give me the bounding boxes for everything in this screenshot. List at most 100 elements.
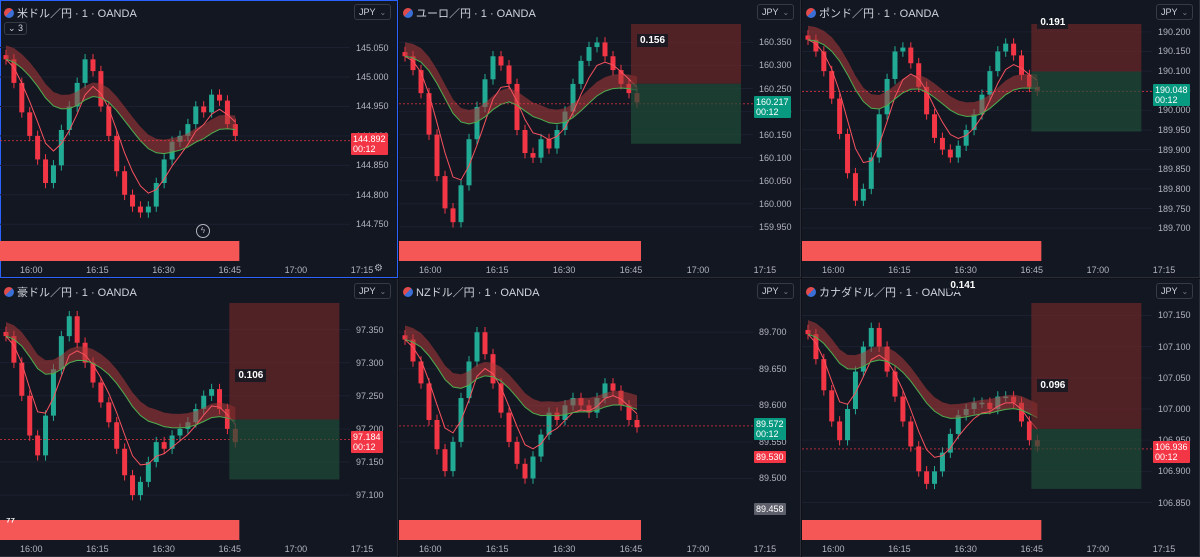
chart-panel-6[interactable]: カナダドル／円 · 1 · OANDA JPY ⌄ 107.150 107.100 107… — [802, 279, 1200, 557]
chart-panel-3[interactable]: ポンド／円 · 1 · OANDA JPY ⌄ 190.200 190.150 190.1… — [802, 0, 1200, 278]
candle-body — [514, 83, 520, 130]
candle-body — [821, 359, 827, 391]
candle-body — [610, 383, 616, 391]
settings-gear-icon[interactable]: ⚙ — [374, 263, 383, 274]
chart-panel-4[interactable]: 豪ドル／円 · 1 · OANDA JPY ⌄ 97.350 97.300 97.250 9… — [0, 279, 398, 557]
candle-body — [224, 409, 230, 429]
candle-body — [530, 456, 536, 479]
indicators-toggle[interactable]: ⌄ 3 — [4, 22, 28, 35]
chart-canvas[interactable] — [0, 279, 398, 557]
candle-body — [955, 145, 961, 158]
ma-ribbon — [808, 25, 1038, 117]
candle-body — [153, 442, 159, 462]
chart-panel-1[interactable]: 米ドル／円 · 1 · OANDA ⌄ 3 JPY ⌄ 145.050 145.000 14… — [0, 0, 398, 278]
bar-countdown: 00:12 — [756, 428, 779, 439]
chart-canvas[interactable] — [399, 279, 801, 557]
chevron-down-icon: ⌄ — [782, 287, 790, 296]
candle-body — [130, 475, 136, 496]
price-tick-label: 160.300 — [759, 60, 792, 71]
price-tick-label: 97.300 — [356, 357, 384, 368]
time-tick-label: 16:00 — [20, 265, 43, 275]
candle-body — [35, 435, 41, 456]
candle-body — [66, 316, 72, 337]
candle-body — [514, 441, 520, 464]
currency-select[interactable]: JPY ⌄ — [1156, 4, 1194, 20]
chart-canvas[interactable] — [802, 279, 1200, 557]
candle-body — [450, 441, 456, 472]
currency-label: JPY — [1161, 286, 1178, 296]
candle-body — [193, 106, 199, 125]
candle-body — [82, 59, 88, 83]
candle-body — [458, 185, 464, 223]
price-tick-label: 189.700 — [1158, 223, 1191, 234]
candle-body — [947, 433, 953, 453]
candle-body — [1019, 402, 1025, 422]
candle-body — [137, 481, 143, 496]
currency-select[interactable]: JPY ⌄ — [757, 4, 795, 20]
candle-body — [892, 371, 898, 397]
candle-body — [594, 42, 600, 48]
candle-body — [209, 389, 215, 396]
currency-select[interactable]: JPY ⌄ — [354, 283, 392, 299]
time-tick-label: 16:45 — [1020, 265, 1043, 275]
chart-title: NZドル／円 · 1 · OANDA — [403, 284, 543, 300]
candle-body — [900, 396, 906, 422]
last-price-value: 160.217 — [756, 96, 789, 107]
candle-body — [19, 82, 25, 113]
candle-body — [932, 114, 938, 138]
candle-body — [626, 405, 632, 420]
time-tick-label: 17:00 — [686, 265, 710, 275]
candle-body — [578, 60, 584, 84]
last-price-label: 97.184 00:12 — [351, 431, 383, 454]
time-tick-label: 16:15 — [86, 544, 109, 554]
position-size-badge: 0.106 — [235, 369, 267, 383]
candle-body — [602, 42, 608, 57]
last-price-value: 89.572 — [756, 418, 784, 429]
candle-body — [410, 56, 416, 71]
chart-canvas[interactable] — [0, 0, 398, 278]
price-tick-label: 144.800 — [356, 189, 389, 200]
candle-body — [829, 390, 835, 422]
candle-body — [201, 395, 207, 409]
candle-body — [1011, 43, 1017, 56]
time-tick-label: 17:15 — [350, 544, 374, 554]
candle-body — [908, 47, 914, 64]
chart-canvas[interactable] — [802, 0, 1200, 278]
currency-select[interactable]: JPY ⌄ — [757, 283, 795, 299]
candle-body — [224, 100, 230, 125]
candle-body — [153, 183, 159, 207]
candle-body — [634, 419, 640, 428]
time-tick-label: 16:30 — [552, 265, 576, 275]
candle-body — [217, 389, 223, 409]
price-tick-label: 190.000 — [1158, 105, 1191, 116]
candle-body — [610, 56, 616, 71]
chart-panel-2[interactable]: ユーロ／円 · 1 · OANDA JPY ⌄ 160.350 160.300 160.2… — [399, 0, 801, 278]
candle-body — [217, 94, 223, 101]
time-tick-label: 16:15 — [485, 544, 509, 554]
last-price-label: 190.048 00:12 — [1153, 83, 1190, 106]
currency-select[interactable]: JPY ⌄ — [354, 4, 392, 20]
currency-select[interactable]: JPY ⌄ — [1156, 283, 1194, 299]
currency-flag-icon — [806, 287, 816, 297]
chart-canvas[interactable] — [399, 0, 801, 278]
chart-title: 米ドル／円 · 1 · OANDA — [4, 5, 140, 21]
lightning-icon[interactable]: ϟ — [196, 224, 210, 238]
chart-title-text: NZドル／円 · 1 · OANDA — [416, 287, 540, 299]
candle-body — [114, 422, 120, 449]
last-price-label: 89.572 00:12 — [754, 417, 786, 440]
candle-body — [837, 421, 843, 441]
candle-body — [821, 51, 827, 72]
chart-title-text: 豪ドル／円 · 1 · OANDA — [17, 287, 137, 299]
time-tick-label: 16:45 — [218, 544, 241, 554]
candle-body — [161, 442, 167, 449]
ema-slow-line — [404, 339, 638, 417]
time-tick-label: 16:45 — [1020, 544, 1043, 554]
candle-body — [450, 208, 456, 223]
price-tick-label: 89.500 — [759, 473, 787, 484]
candle-body — [58, 336, 64, 370]
time-tick-label: 16:30 — [552, 544, 576, 554]
time-tick-label: 16:00 — [20, 544, 43, 554]
chart-panel-5[interactable]: NZドル／円 · 1 · OANDA JPY ⌄ 89.700 89.650 89.600… — [399, 279, 801, 557]
last-price-value: 97.184 — [353, 432, 381, 443]
candle-body — [11, 59, 17, 83]
